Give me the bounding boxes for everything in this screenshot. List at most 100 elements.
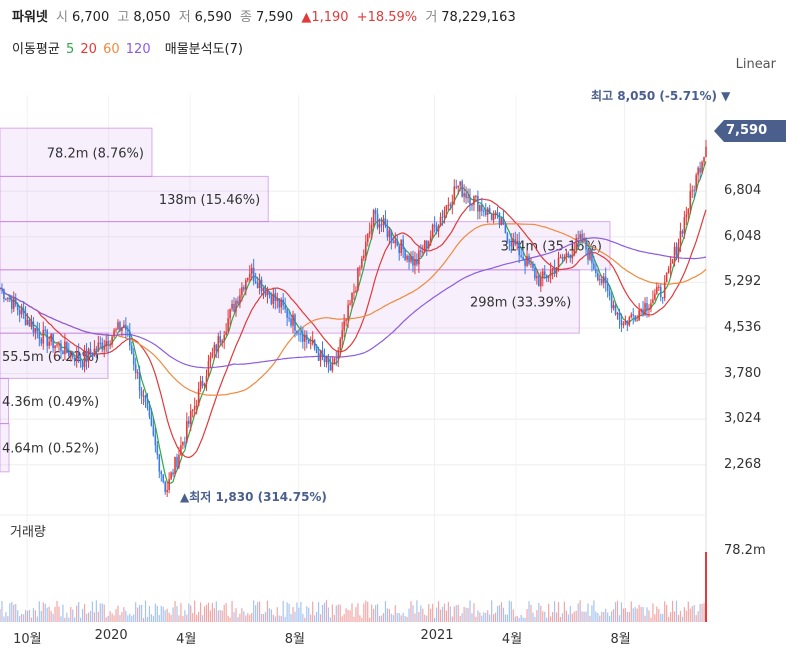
candle-body bbox=[366, 234, 369, 243]
volume-bar bbox=[489, 614, 491, 622]
candle-body bbox=[667, 268, 670, 273]
ma-20[interactable]: 20 bbox=[80, 42, 97, 57]
profile-bar bbox=[0, 175, 269, 223]
volume-bar bbox=[353, 616, 355, 622]
candle-body bbox=[304, 334, 306, 342]
ma-5[interactable]: 5 bbox=[65, 42, 75, 57]
candle-body bbox=[101, 342, 104, 350]
stock-name: 파워넷 bbox=[12, 10, 48, 25]
volume-bar bbox=[677, 615, 680, 622]
volume-bar bbox=[9, 603, 11, 622]
candle-body bbox=[288, 317, 290, 319]
candle-body bbox=[361, 258, 363, 268]
candle-body bbox=[128, 331, 131, 346]
volume-bar bbox=[646, 607, 648, 622]
volume-bar bbox=[459, 615, 461, 622]
candle-body bbox=[638, 310, 640, 321]
volume-bar bbox=[211, 602, 213, 622]
candle-body bbox=[406, 255, 408, 260]
volume-bar bbox=[87, 612, 90, 622]
volume-bar bbox=[463, 606, 465, 622]
candle-body bbox=[467, 196, 469, 199]
volume-bar bbox=[70, 607, 72, 622]
candle-body bbox=[197, 388, 200, 406]
volume-bar bbox=[508, 600, 510, 622]
volume-bar bbox=[603, 612, 605, 622]
volume-bar bbox=[595, 611, 597, 622]
volume-profile-label[interactable]: 매물분석도(7) bbox=[164, 42, 243, 57]
candle-body bbox=[512, 239, 515, 247]
candle-body bbox=[486, 208, 489, 215]
candle-body bbox=[518, 240, 520, 256]
volume-bar bbox=[538, 602, 540, 622]
candle-body bbox=[687, 209, 690, 215]
volume-bar bbox=[408, 608, 410, 622]
candle-body bbox=[343, 320, 345, 331]
candle-body bbox=[695, 175, 697, 192]
volume-bar bbox=[512, 609, 514, 622]
high-marker: 최고 8,050 (-5.71%) ▼ bbox=[591, 88, 731, 103]
volume-bar bbox=[612, 609, 615, 622]
volume-bar bbox=[142, 617, 145, 622]
volume-bar bbox=[532, 612, 534, 622]
volume-bar bbox=[260, 613, 263, 622]
volume-bar bbox=[72, 609, 74, 622]
volume-bar bbox=[113, 615, 115, 622]
candle-body bbox=[703, 157, 705, 162]
candle-body bbox=[168, 479, 170, 490]
candle-body bbox=[420, 250, 422, 252]
candle-body bbox=[9, 298, 11, 300]
candle-body bbox=[123, 324, 125, 328]
volume-bar bbox=[555, 612, 558, 622]
volume-bar bbox=[152, 615, 154, 622]
price-header: 파워넷 시 6,700 고 8,050 저 6,590 종 7,590 ▲1,190 +… bbox=[12, 6, 520, 25]
candle-body bbox=[492, 215, 495, 221]
ma-label[interactable]: 이동평균 bbox=[12, 42, 60, 57]
volume-bar bbox=[500, 602, 503, 622]
candle-body bbox=[683, 217, 686, 234]
volume-bar bbox=[465, 607, 467, 622]
volume-bar bbox=[292, 607, 294, 622]
volume-bar bbox=[115, 609, 117, 622]
volume-bar bbox=[46, 607, 48, 622]
candle-body bbox=[111, 336, 113, 345]
candle-body bbox=[563, 256, 566, 259]
candle-body bbox=[219, 336, 222, 343]
scale-toggle[interactable]: Linear bbox=[735, 57, 776, 72]
volume-bar bbox=[343, 614, 345, 622]
volume-bar bbox=[371, 604, 373, 622]
volume-bar bbox=[577, 603, 579, 622]
indicator-legend[interactable]: 이동평균 5 20 60 120 매물분석도(7) bbox=[12, 38, 245, 57]
candle-body bbox=[435, 226, 438, 231]
volume-bar bbox=[404, 615, 406, 622]
volume-bar bbox=[28, 609, 31, 622]
ma-60[interactable]: 60 bbox=[103, 42, 120, 57]
candle-body bbox=[650, 303, 652, 309]
volume-bar bbox=[605, 608, 607, 622]
volume-bar bbox=[660, 613, 662, 622]
volume-bar-last bbox=[705, 552, 707, 622]
candle-body bbox=[555, 267, 558, 274]
volume-bar bbox=[123, 607, 125, 622]
volume-bar bbox=[349, 610, 351, 622]
candle-body bbox=[451, 201, 454, 206]
candle-body bbox=[392, 241, 395, 244]
volume-bar bbox=[319, 614, 322, 622]
candle-body bbox=[675, 246, 678, 255]
candle-body bbox=[294, 314, 296, 331]
candle-body bbox=[252, 267, 255, 282]
volume-bar bbox=[54, 606, 56, 622]
volume-bar bbox=[17, 610, 19, 622]
candle-body bbox=[321, 350, 324, 357]
candle-body bbox=[663, 282, 666, 299]
candle-body bbox=[357, 267, 359, 291]
ma-120[interactable]: 120 bbox=[125, 42, 151, 57]
volume-bar bbox=[471, 613, 473, 622]
volume-bar bbox=[357, 603, 359, 622]
candle-body bbox=[191, 409, 194, 412]
candle-body bbox=[156, 445, 159, 455]
volume-bar bbox=[396, 613, 398, 622]
volume-bar bbox=[597, 613, 599, 622]
volume-bar bbox=[335, 605, 337, 622]
